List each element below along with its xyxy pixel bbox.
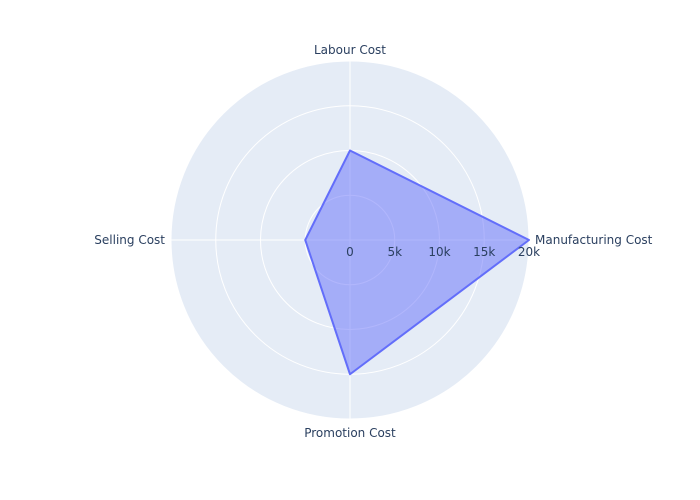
radial-tick-label: 10k xyxy=(428,245,450,259)
series-layer xyxy=(304,149,530,376)
radial-tick-label: 5k xyxy=(387,245,402,259)
angular-axis-labels: Manufacturing Cost Labour Cost Selling Cos… xyxy=(94,43,652,440)
axis-label: Promotion Cost xyxy=(304,426,396,440)
radial-tick-label: 15k xyxy=(473,245,495,259)
axis-label: Manufacturing Cost xyxy=(535,233,653,247)
series-area xyxy=(304,149,530,376)
axis-label: Labour Cost xyxy=(314,43,386,57)
axis-label: Selling Cost xyxy=(94,233,165,247)
radial-tick-label: 0 xyxy=(346,245,354,259)
radial-tick-label: 20k xyxy=(518,245,540,259)
radial-tick-labels: 0 5k 10k 15k 20k xyxy=(346,245,540,259)
